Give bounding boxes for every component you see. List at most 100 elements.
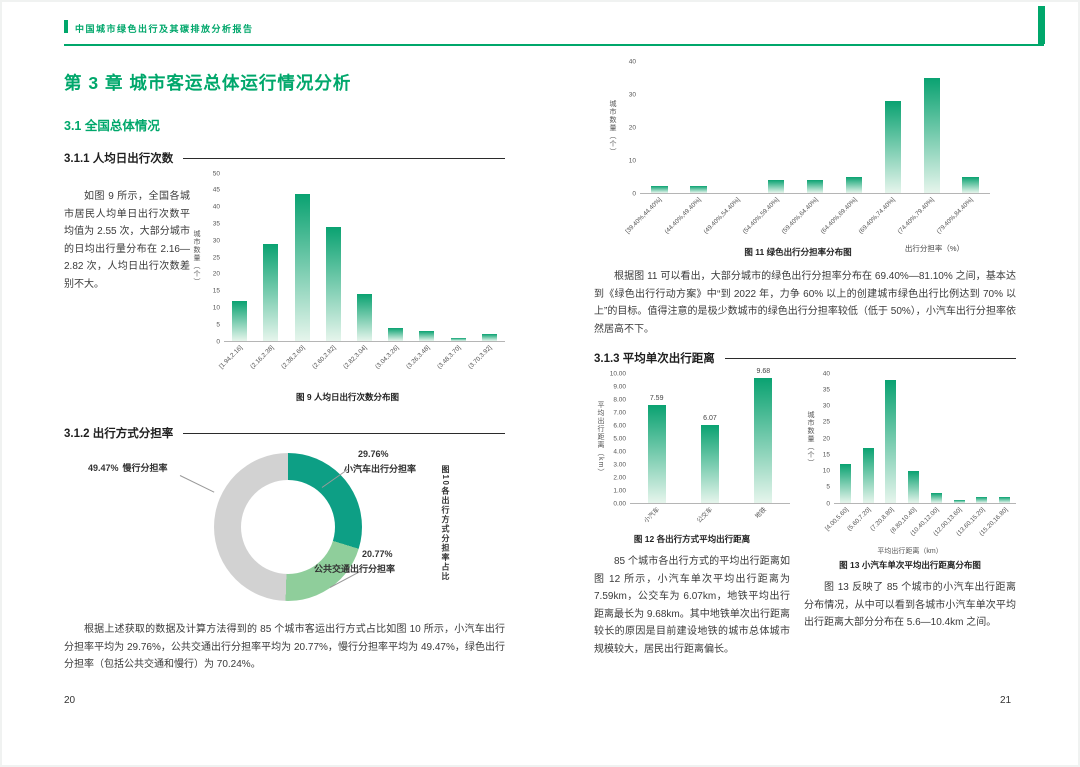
corner-accent-bar	[1038, 6, 1045, 44]
bar: 6.07	[683, 374, 736, 503]
section-3-1-1-content: 如图 9 所示，全国各城市居民人均单日出行次数平均值为 2.55 次，大部分城市…	[64, 169, 505, 403]
paragraph-3-1-2: 根据上述获取的数据及计算方法得到的 85 个城市客运出行方式占比如图 10 所示…	[64, 624, 505, 670]
x-tick-label: (69.40%,74.40%]	[857, 196, 898, 236]
bar	[286, 174, 317, 341]
section-3-1-3-heading: 3.1.3 平均单次出行距离	[594, 350, 1016, 366]
x-tick-label: [4.00,5.60]	[823, 506, 850, 533]
x-tick-label: (74.40%,79.40%]	[896, 196, 936, 236]
header-accent-bar	[64, 20, 68, 33]
donut-ring	[214, 453, 362, 601]
x-tick-label: (2.60,2.82]	[311, 344, 338, 371]
figure-12-bars: 7.59 6.07 9.68	[630, 368, 790, 504]
figure-9-bars	[224, 174, 505, 342]
section-3-1-3-title: 3.1.3 平均单次出行距离	[594, 353, 715, 365]
header-rule	[64, 44, 1044, 46]
x-tick-label: (54.40%,59.40%]	[741, 196, 781, 236]
page-number-left: 20	[64, 695, 76, 706]
bar	[640, 62, 679, 193]
x-tick-label: (3.26,3.48]	[404, 344, 432, 371]
figure-12-x-axis: 小汽车 公交车 地铁	[630, 504, 790, 530]
figure-12-plot-area: 平均出行距离（km） 0.00 1.00 2.00 3.00 4.00 5.00 6.00 7…	[594, 368, 790, 530]
x-tick-label: 小汽车	[642, 506, 661, 525]
bar	[993, 374, 1016, 503]
bar	[224, 174, 255, 341]
figure-10-caption: 图10各出行方式分担率占比	[441, 465, 450, 582]
figure-13-bar-chart: 城市数量（个） 0 5 10 15 20 25 30 35 40 [4.00,5.60] (5.6…	[804, 369, 1016, 571]
figure-9-bar-chart: 城市数量（个） 0 5 10 15 20 25 30 35 40 45 50 [1.94,2.16]…	[190, 169, 505, 403]
donut-car-name: 小汽车出行分担率	[344, 464, 417, 474]
figure-13-caption: 图 13 小汽车单次平均出行距离分布图	[839, 560, 981, 570]
donut-car-percent: 29.76%	[358, 449, 389, 459]
donut-walk-name: 慢行分担率	[122, 463, 168, 473]
figure-11-y-axis: 0 10 20 30 40	[628, 57, 636, 197]
bar	[873, 62, 912, 193]
x-tick-label: 地铁	[753, 506, 768, 521]
x-tick-label: 公交车	[695, 506, 715, 525]
x-tick-label: [1.94,2.16]	[217, 344, 244, 371]
x-tick-label: (2.38,2.60]	[280, 344, 307, 371]
bar	[757, 62, 796, 193]
figure-13-plot-column: [4.00,5.60] (5.60,7.20] (7.20,8.80] (8.80,1…	[824, 374, 1016, 544]
figure-13-y-axis-title: 城市数量（个）	[807, 411, 814, 467]
bar	[411, 174, 442, 341]
chapter-title: 第 3 章 城市客运总体运行情况分析	[64, 73, 352, 93]
x-tick-label: (2.16,2.38]	[248, 344, 276, 371]
bar	[880, 374, 903, 503]
donut-leader-line	[179, 475, 215, 493]
figure-9-caption: 图 9 人均日出行次数分布图	[296, 392, 399, 402]
figure-12-y-axis-title: 平均出行距离（km）	[597, 401, 604, 477]
donut-transit-name: 公共交通出行分担率	[314, 564, 396, 574]
figure-9-y-axis: 0 5 10 15 20 25 30 35 40 45 50	[212, 169, 220, 345]
donut-label-transit: 20.77% 公共交通出行分担率	[314, 549, 397, 575]
section-3-1-1-title: 3.1.1 人均日出行次数	[64, 153, 174, 165]
figure-12-plot-column: 7.59 6.07 9.68 小汽车 公交车 地铁	[630, 368, 790, 530]
donut-walk-percent: 49.47%	[88, 463, 119, 473]
x-tick-label: (3.70,3.92]	[467, 344, 494, 371]
report-header-title: 中国城市绿色出行及其碳排放分析报告	[75, 24, 254, 34]
figure-11-bar-chart: 城市数量（个） 0 10 20 30 40 [39.40%,44.40%] (44.40%…	[606, 57, 990, 260]
figure-11-x-axis-title: 出行分担率（%）	[904, 244, 964, 253]
bar	[902, 374, 925, 503]
bar	[857, 374, 880, 503]
x-tick-label: (79.40%,84.40%]	[935, 196, 975, 236]
figure-9-plot-column: [1.94,2.16] (2.16,2.38] (2.38,2.60] (2.60,2…	[218, 174, 505, 388]
section-3-1-title: 3.1 全国总体情况	[64, 119, 160, 133]
figure-13-y-axis: 0 5 10 15 20 25 30 35 40	[822, 369, 830, 507]
x-tick-label: (49.40%,54.40%]	[702, 196, 742, 236]
section-3-1-1-heading: 3.1.1 人均日出行次数	[64, 150, 505, 166]
bar: 9.68	[737, 368, 790, 503]
figure-11-bars	[640, 62, 990, 194]
bar	[380, 174, 411, 341]
figure-13-bars	[834, 374, 1016, 504]
x-tick-label: [39.40%,44.40%]	[624, 196, 664, 236]
figure-11-x-axis: [39.40%,44.40%] (44.40%,49.40%] (49.40%,54…	[625, 194, 990, 240]
x-tick-label: (44.40%,49.40%]	[663, 196, 703, 236]
x-tick-label: (59.40%,64.40%]	[780, 196, 820, 236]
bar	[971, 374, 994, 503]
figure-11-plot-area: 城市数量（个） 0 10 20 30 40 [39.40%,44.40%] (44.40%…	[606, 57, 990, 240]
bar	[718, 62, 757, 193]
paragraph-fig12: 85 个城市各出行方式的平均出行距离如图 12 所示，小汽车单次平均出行距离为 …	[594, 556, 790, 655]
figure-13-plot-area: 城市数量（个） 0 5 10 15 20 25 30 35 40 [4.00,5.60] (5.6…	[804, 369, 1016, 544]
figure-9-plot-area: 城市数量（个） 0 5 10 15 20 25 30 35 40 45 50 [1.94,2.16]…	[190, 169, 505, 388]
bar	[679, 62, 718, 193]
bar	[834, 62, 873, 193]
figure-9-y-axis-title: 城市数量（个）	[193, 230, 200, 286]
x-tick-label: (3.48,3.70]	[436, 344, 463, 371]
bar	[318, 174, 349, 341]
section-3-1-2-title: 3.1.2 出行方式分担率	[64, 428, 174, 440]
section-3-1-2-heading: 3.1.2 出行方式分担率	[64, 425, 505, 441]
bar	[349, 174, 380, 341]
x-tick-label: (64.40%,69.40%]	[819, 196, 859, 236]
donut-label-car: 29.76% 小汽车出行分担率	[344, 449, 416, 475]
figure-11-caption-row: 图 11 绿色出行分担率分布图 出行分担率（%）	[606, 242, 990, 260]
page-number-right: 21	[1000, 695, 1012, 706]
heading-rule	[183, 432, 505, 434]
x-tick-label: (3.04,3.26]	[373, 344, 400, 371]
bar	[474, 174, 505, 341]
figure-12-y-axis: 0.00 1.00 2.00 3.00 4.00 5.00 6.00 7.00 8.00 9.00…	[609, 369, 626, 507]
bar	[255, 174, 286, 341]
heading-rule	[183, 157, 505, 159]
bar: 7.59	[630, 374, 683, 503]
